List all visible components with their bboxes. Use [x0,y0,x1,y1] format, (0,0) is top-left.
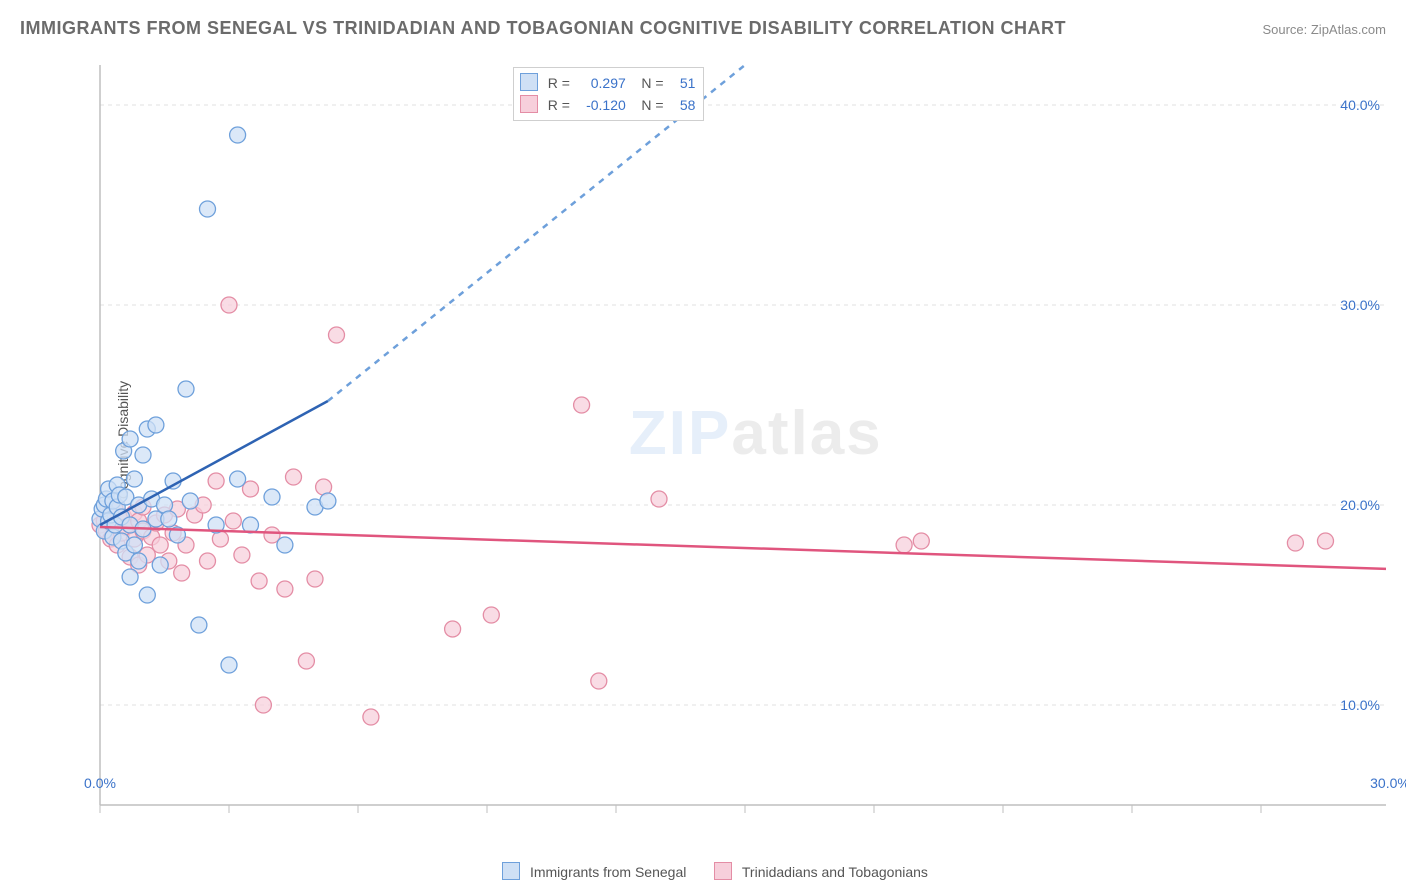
swatch-series-b-icon [520,95,538,113]
x-tick-max: 30.0% [1370,775,1406,791]
r-value-b: -0.120 [574,94,626,116]
chart-legend: Immigrants from Senegal Trinidadians and… [0,862,1406,880]
page-title: IMMIGRANTS FROM SENEGAL VS TRINIDADIAN A… [20,18,1066,39]
y-tick-label: 20.0% [1340,497,1380,513]
legend-label-b: Trinidadians and Tobagonians [742,864,928,880]
swatch-series-a-icon [520,73,538,91]
y-tick-label: 40.0% [1340,97,1380,113]
y-tick-label: 30.0% [1340,297,1380,313]
source-link[interactable]: ZipAtlas.com [1311,22,1386,37]
x-tick-min: 0.0% [84,775,116,791]
chart-area: Cognitive Disability 10.0%20.0%30.0%40.0… [50,55,1386,825]
scatter-plot [50,55,1386,825]
stats-row-b: R = -0.120 N = 58 [520,94,696,116]
stats-row-a: R = 0.297 N = 51 [520,72,696,94]
legend-label-a: Immigrants from Senegal [530,864,686,880]
r-label: R [548,75,558,91]
legend-swatch-b-icon [714,862,732,880]
n-value-b: 58 [667,94,695,116]
y-tick-label: 10.0% [1340,697,1380,713]
legend-swatch-a-icon [502,862,520,880]
n-label: N [641,75,651,91]
source-prefix: Source: [1262,22,1310,37]
r-value-a: 0.297 [574,72,626,94]
source-credit: Source: ZipAtlas.com [1262,22,1386,37]
stats-legend: R = 0.297 N = 51 R = -0.120 N = 58 [513,67,705,121]
n-value-a: 51 [667,72,695,94]
